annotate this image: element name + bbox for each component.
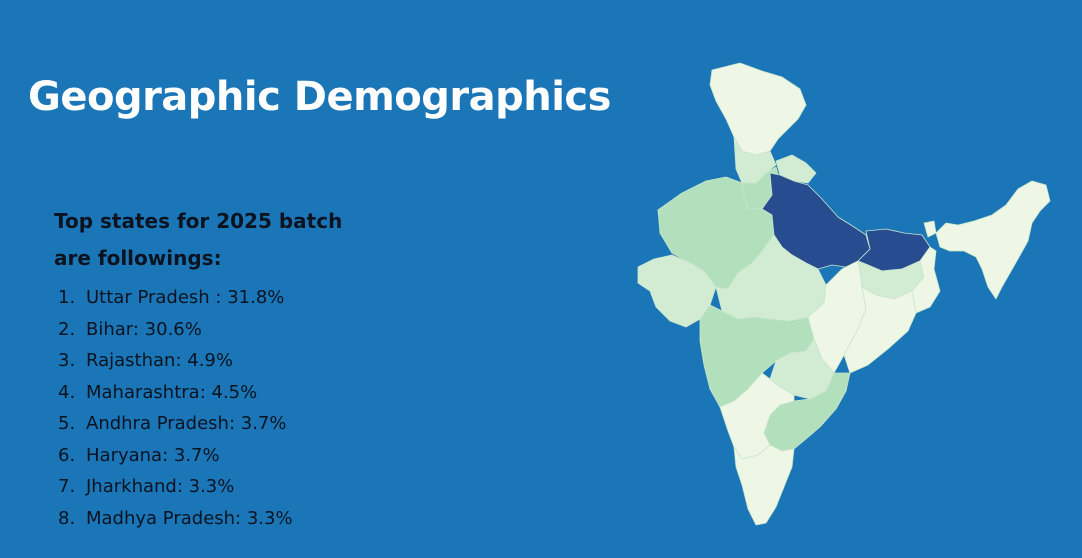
india-choropleth-map — [637, 62, 1051, 526]
region-south-tip — [733, 444, 795, 526]
region-jammu-kashmir — [709, 62, 807, 156]
states-subtitle: Top states for 2025 batch are followings… — [54, 209, 343, 270]
region-north-east — [935, 180, 1051, 300]
list-item: 8. Madhya Pradesh: 3.3% — [58, 507, 293, 529]
list-item: 5. Andhra Pradesh: 3.7% — [58, 413, 287, 434]
page-title: Geographic Demographics — [28, 74, 611, 120]
list-item: 4. Maharashtra: 4.5% — [58, 381, 258, 403]
region-himachal-punjab — [733, 136, 777, 184]
list-item: 2. Bihar: 30.6% — [58, 318, 202, 340]
list-item: 1. Uttar Pradesh : 31.8% — [58, 287, 285, 308]
list-item: 6. Haryana: 3.7% — [58, 444, 220, 466]
top-states-list: 1. Uttar Pradesh : 31.8% 2. Bihar: 30.6% 3… — [58, 282, 293, 534]
list-item: 3. Rajasthan: 4.9% — [58, 350, 233, 371]
region-west-bengal — [911, 246, 941, 314]
region-sikkim — [923, 220, 937, 238]
region-odisha — [843, 286, 917, 374]
list-item: 7. Jharkhand: 3.3% — [58, 476, 235, 497]
